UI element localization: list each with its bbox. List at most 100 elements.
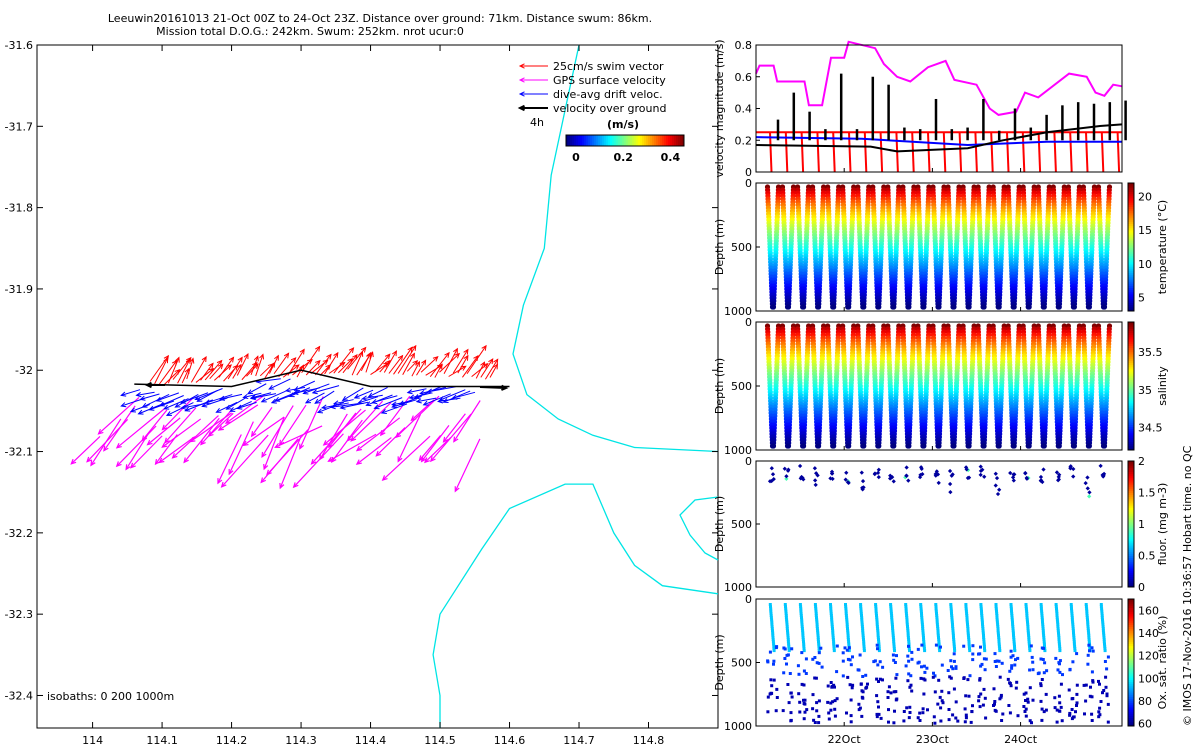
oxy-sample: [845, 711, 848, 715]
oxy-sample: [788, 672, 792, 675]
swim-vector-head: [407, 346, 413, 353]
drift-vector: [322, 402, 349, 409]
header-line2: Mission total D.O.G.: 242km. Swum: 252km…: [156, 25, 464, 38]
gps-vector: [350, 402, 392, 442]
swim-spike: [1069, 132, 1073, 173]
oxy-sample: [798, 710, 802, 714]
oxy-sample: [803, 702, 807, 706]
swim-vector: [236, 353, 249, 376]
drift-vector: [314, 390, 335, 404]
gps-vector: [430, 413, 472, 462]
drift-vector-head: [442, 398, 449, 403]
swim-vector: [360, 352, 372, 372]
drift-vector: [372, 395, 398, 404]
fluor-sample: [1011, 478, 1016, 483]
oxy-sample: [783, 657, 787, 660]
profile-sample: [1071, 304, 1077, 310]
swim-vector-head: [253, 355, 259, 362]
map-xtick-label: 114.3: [285, 734, 317, 747]
drift-vector: [427, 386, 456, 393]
gps-vector-head: [220, 481, 227, 488]
drift-vector-head: [268, 384, 275, 390]
profile-sample: [921, 443, 927, 449]
profile-sample: [785, 304, 792, 310]
drift-vector: [185, 399, 214, 412]
gps-vector: [217, 434, 242, 484]
colorbar-cell: [594, 135, 597, 146]
fluor-sample: [1085, 486, 1090, 491]
colorbar-cell: [630, 135, 633, 146]
gps-vector-head: [350, 435, 357, 442]
gps-vector: [147, 417, 181, 446]
gps-vector: [218, 404, 259, 431]
gps-vector-head: [274, 443, 281, 448]
colorbar-cell: [634, 135, 637, 146]
drift-vector-head: [302, 389, 309, 395]
swim-spike: [800, 132, 805, 173]
oxy-sample: [849, 714, 853, 718]
oxy-sample: [802, 683, 806, 687]
map-axes: 114 114.1 114.2 114.3 114.4 114.5 114.6 114.7 11…: [5, 39, 718, 747]
gps-vector: [311, 408, 362, 465]
fluor-sample: [936, 480, 941, 485]
legend-arrow-head: [518, 63, 525, 69]
gps-vector: [103, 405, 136, 452]
gps-vector: [328, 433, 377, 462]
drift-vector-head: [158, 401, 166, 407]
drift-vector-head: [247, 389, 254, 395]
profile-sample: [1101, 443, 1108, 449]
swim-spike: [1085, 132, 1089, 173]
swim-vector-head: [226, 364, 232, 370]
profile-sample: [906, 304, 912, 310]
fluor-sample: [1087, 494, 1092, 499]
oxy-sample: [849, 698, 853, 702]
gps-vector: [279, 404, 307, 446]
velocity-series: [755, 40, 1123, 116]
swim-vector: [324, 352, 339, 375]
swim-vector-head: [274, 354, 279, 361]
oxy-sample: [802, 717, 806, 721]
swim-vector-head: [174, 356, 180, 363]
profile-sample: [891, 443, 897, 449]
oxy-sample: [789, 711, 793, 715]
gps-vector-head: [454, 486, 460, 493]
swim-vector: [379, 360, 391, 373]
drift-vector-head: [408, 394, 415, 400]
colorbar-cell: [674, 135, 677, 146]
velocity-series: [755, 136, 1122, 147]
colorbar-cell: [678, 135, 681, 146]
swim-vector-head: [293, 364, 300, 370]
legend-item-label: GPS surface velocity: [553, 74, 666, 87]
map-xtick-label: 114.7: [563, 734, 595, 747]
drift-vector-head: [332, 400, 340, 406]
fluor-sample: [813, 478, 818, 483]
oxy-sample: [796, 664, 800, 668]
colorbar-cell: [572, 135, 575, 146]
drift-vector: [166, 402, 194, 416]
gps-vector-head: [346, 435, 353, 442]
oxy-sample: [811, 693, 815, 697]
drift-vector: [358, 396, 379, 404]
map-ytick-label: -32.1: [5, 446, 33, 459]
gps-vector-head: [200, 439, 206, 446]
colorbar-cell: [658, 135, 661, 146]
profile-sample: [1026, 443, 1032, 449]
gps-vector: [200, 410, 232, 445]
fluor-sample: [993, 483, 998, 488]
drift-vector: [423, 393, 451, 406]
gps-vector: [161, 418, 202, 448]
oxy-sample: [787, 701, 791, 705]
oxy-sample: [782, 671, 786, 675]
panel-ylabel: velocity magnitude (m/s): [713, 39, 726, 177]
gps-vector-head: [292, 482, 299, 489]
profile-sample: [921, 304, 927, 310]
gps-vector: [443, 413, 466, 443]
oxy-sample: [817, 721, 821, 725]
oxy-sample: [775, 696, 779, 699]
drift-vector: [340, 401, 369, 409]
colorbar-cell: [640, 135, 643, 146]
profile-sample: [981, 443, 987, 449]
oxy-sample: [805, 708, 809, 712]
colorbar-cell: [650, 135, 653, 146]
swim-spike: [769, 132, 773, 173]
